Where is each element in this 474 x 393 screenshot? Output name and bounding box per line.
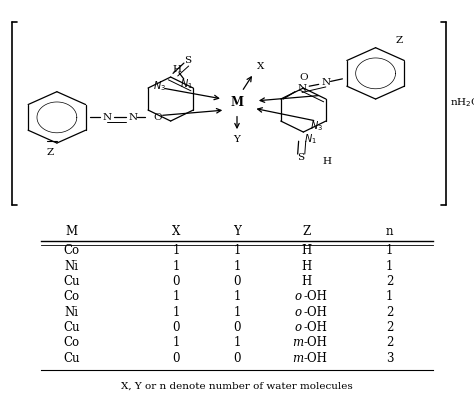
Text: Cu: Cu — [63, 275, 80, 288]
Text: 1: 1 — [172, 290, 180, 303]
Text: 1: 1 — [233, 244, 241, 257]
Text: 1: 1 — [233, 260, 241, 273]
Text: Z: Z — [46, 148, 54, 157]
Text: Co: Co — [63, 290, 79, 303]
Text: -OH: -OH — [303, 306, 328, 319]
Text: S: S — [297, 153, 305, 162]
Text: N: N — [102, 113, 111, 122]
Text: 3: 3 — [386, 352, 393, 365]
Text: S: S — [183, 56, 191, 65]
Text: H: H — [301, 244, 312, 257]
Text: O: O — [153, 113, 162, 122]
Text: Ni: Ni — [64, 260, 78, 273]
Text: 1: 1 — [233, 336, 241, 349]
Text: N: N — [298, 84, 307, 92]
Text: o: o — [294, 321, 301, 334]
Text: O: O — [299, 73, 308, 81]
Text: M: M — [65, 225, 77, 238]
Text: Y: Y — [233, 225, 241, 238]
Text: $N_1$: $N_1$ — [180, 77, 192, 91]
Text: -OH: -OH — [303, 290, 328, 303]
Text: 0: 0 — [233, 321, 241, 334]
Text: Y: Y — [234, 135, 240, 144]
Text: Ni: Ni — [64, 306, 78, 319]
Text: 0: 0 — [233, 275, 241, 288]
Text: 1: 1 — [386, 290, 393, 303]
Text: X: X — [257, 62, 264, 70]
Text: -OH: -OH — [303, 352, 328, 365]
Text: H: H — [172, 65, 181, 74]
Text: Cu: Cu — [63, 352, 80, 365]
Text: Co: Co — [63, 244, 79, 257]
Text: Co: Co — [63, 336, 79, 349]
Text: m: m — [292, 352, 304, 365]
Text: Cu: Cu — [63, 321, 80, 334]
Text: -OH: -OH — [303, 336, 328, 349]
Text: -OH: -OH — [303, 321, 328, 334]
Text: 0: 0 — [172, 275, 180, 288]
Text: M: M — [230, 96, 244, 109]
Text: $N_1$: $N_1$ — [304, 132, 317, 146]
Text: 1: 1 — [386, 244, 393, 257]
Text: Z: Z — [302, 225, 311, 238]
Text: Z: Z — [396, 36, 403, 45]
Text: o: o — [294, 290, 301, 303]
Text: H: H — [301, 260, 312, 273]
Text: m: m — [292, 336, 304, 349]
Text: nH$_2$O: nH$_2$O — [450, 96, 474, 109]
Text: 1: 1 — [172, 260, 180, 273]
Text: $N_3$: $N_3$ — [310, 119, 323, 134]
Text: o: o — [294, 306, 301, 319]
Text: 1: 1 — [172, 306, 180, 319]
Text: 1: 1 — [172, 336, 180, 349]
Text: N: N — [321, 78, 330, 87]
Text: 2: 2 — [386, 321, 393, 334]
Text: 2: 2 — [386, 336, 393, 349]
Text: n: n — [386, 225, 393, 238]
Text: H: H — [301, 275, 312, 288]
Text: 1: 1 — [386, 260, 393, 273]
Text: $N_3$: $N_3$ — [153, 79, 166, 93]
Text: 0: 0 — [172, 352, 180, 365]
Text: 2: 2 — [386, 275, 393, 288]
Text: X, Y or n denote number of water molecules: X, Y or n denote number of water molecul… — [121, 381, 353, 390]
Text: 2: 2 — [386, 306, 393, 319]
Text: 0: 0 — [233, 352, 241, 365]
Text: 1: 1 — [233, 290, 241, 303]
Text: 1: 1 — [172, 244, 180, 257]
Text: 1: 1 — [233, 306, 241, 319]
Text: 0: 0 — [172, 321, 180, 334]
Text: H: H — [323, 157, 331, 166]
Text: X: X — [172, 225, 180, 238]
Text: N: N — [128, 113, 137, 122]
